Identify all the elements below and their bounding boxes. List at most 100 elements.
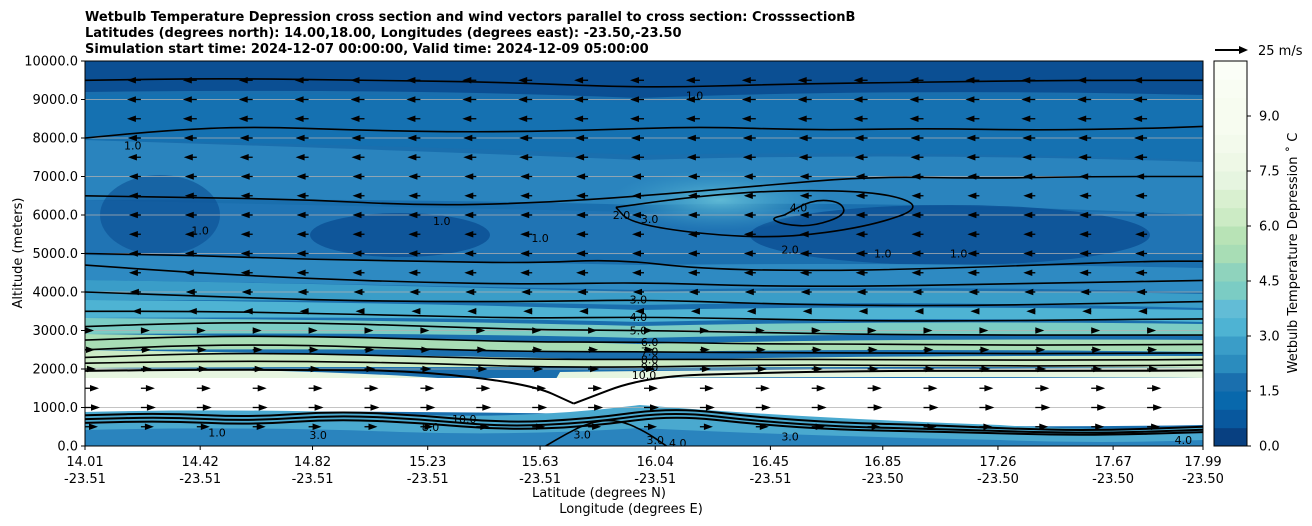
x-tick-label-lat: 15.23	[409, 455, 446, 470]
wind-arrowhead	[686, 134, 696, 142]
wind-vectors	[85, 77, 1163, 430]
wind-arrowhead	[182, 115, 192, 122]
wind-arrowhead	[759, 423, 769, 430]
colorbar-band	[1214, 171, 1247, 190]
contour-label: 1.0	[531, 232, 549, 245]
wind-arrowhead	[927, 423, 937, 430]
wind-arrowhead	[313, 385, 323, 392]
wind-arrowhead	[128, 173, 138, 180]
wind-arrowhead	[464, 250, 474, 257]
wind-arrowhead	[687, 231, 697, 238]
wind-arrowhead	[254, 365, 264, 373]
colorbar-band	[1214, 299, 1247, 319]
wind-arrowhead	[645, 346, 654, 353]
y-tick-label: 3000.0	[33, 324, 79, 339]
wind-arrowhead	[128, 269, 138, 276]
colorbar-frame	[1213, 60, 1248, 447]
contour-label: 10.0	[452, 413, 477, 426]
wind-arrowhead	[201, 385, 211, 392]
wind-arrowhead	[142, 365, 152, 373]
wind-arrowhead	[256, 423, 266, 430]
wind-arrowhead	[187, 308, 197, 315]
wind-arrowhead	[1037, 365, 1047, 373]
wind-arrowhead	[911, 192, 921, 199]
wind-arrowhead	[914, 308, 924, 315]
wind-arrowhead	[464, 231, 474, 238]
colorbar-tick-label: 0.0	[1259, 440, 1280, 455]
wind-arrowhead	[126, 96, 136, 103]
colorbar-band	[1214, 372, 1247, 392]
wind-arrowhead	[1022, 134, 1032, 142]
wind-arrowhead	[592, 423, 602, 430]
wind-arrowhead	[1021, 96, 1031, 103]
wind-arrowhead	[241, 288, 251, 296]
wind-arrowhead	[518, 115, 528, 122]
wind-arrowhead	[812, 346, 822, 353]
wind-arrowhead	[350, 77, 360, 84]
contour-label: 1.0	[950, 248, 968, 261]
wind-arrowhead	[590, 365, 600, 373]
wind-arrowhead	[802, 308, 812, 315]
y-axis-ticks: 0.0 1000.0 2000.0 3000.0 4000.0 5000.0 6000.0 7…	[24, 55, 85, 455]
wind-arrowhead	[243, 308, 253, 315]
wind-arrowhead	[700, 346, 710, 353]
contour-label: 1.0	[208, 427, 226, 440]
wind-arrowhead	[743, 211, 753, 219]
wind-arrowhead	[536, 423, 546, 430]
contour-line	[85, 409, 1203, 431]
wind-arrowhead	[925, 365, 935, 373]
colorbar-ticks: 0.0 1.5 3.0 4.5 6.0 7.5 9.0	[1247, 110, 1280, 455]
wind-arrowhead	[1023, 231, 1033, 238]
wind-arrowhead	[632, 269, 641, 276]
wind-arrowhead	[1079, 269, 1089, 276]
wind-arrowhead	[426, 404, 436, 411]
wind-arrowhead	[630, 96, 639, 103]
wind-arrowhead	[911, 173, 921, 180]
wind-arrowhead	[755, 327, 765, 334]
wind-arrowhead	[967, 250, 977, 257]
wind-arrowhead	[370, 404, 380, 411]
wind-arrowhead	[816, 385, 826, 392]
contour-line	[573, 369, 1203, 405]
wind-arrowhead	[869, 365, 879, 373]
wind-arrowhead	[797, 115, 807, 122]
wind-arrowhead	[518, 96, 528, 103]
wind-arrowhead	[1091, 327, 1101, 334]
wind-arrowhead	[967, 231, 977, 238]
wind-arrowhead	[649, 385, 658, 392]
colorbar-band	[1214, 79, 1247, 99]
wind-arrowhead	[965, 115, 975, 122]
wind-arrowhead	[741, 115, 751, 122]
wind-arrowhead	[576, 173, 586, 180]
wind-arrowhead	[462, 77, 472, 84]
contour-line	[615, 189, 914, 238]
wind-arrowhead	[476, 327, 486, 334]
wind-arrowhead	[184, 173, 194, 180]
wind-arrowhead	[984, 385, 994, 392]
wind-arrowhead	[467, 308, 477, 315]
wind-arrowhead	[141, 346, 151, 353]
wind-arrowhead	[1022, 154, 1032, 161]
wind-arrowhead	[478, 365, 488, 373]
wind-arrowhead	[408, 231, 418, 238]
wind-arrowhead	[1078, 154, 1088, 161]
wind-arrowhead	[366, 365, 376, 373]
wind-arrowhead	[853, 115, 863, 122]
wind-arrowhead	[351, 154, 361, 161]
colorbar-band	[1214, 354, 1247, 374]
wind-arrowhead	[408, 192, 418, 199]
wind-arrowhead	[519, 134, 529, 142]
wind-arrowhead	[871, 423, 881, 430]
wind-arrowhead	[743, 250, 753, 257]
wind-arrowhead	[800, 288, 810, 296]
wind-arrowhead	[856, 288, 866, 296]
wind-arrowhead	[687, 250, 697, 257]
wind-arrowhead	[1096, 385, 1106, 392]
wind-arrowhead	[630, 115, 639, 122]
wind-arrowhead	[238, 96, 248, 103]
wind-arrowhead	[756, 346, 766, 353]
wind-arrowhead	[314, 404, 324, 411]
wind-arrowhead	[1036, 346, 1046, 353]
wind-arrowhead	[365, 346, 375, 353]
y-axis-label: Altitude (meters)	[11, 198, 26, 309]
